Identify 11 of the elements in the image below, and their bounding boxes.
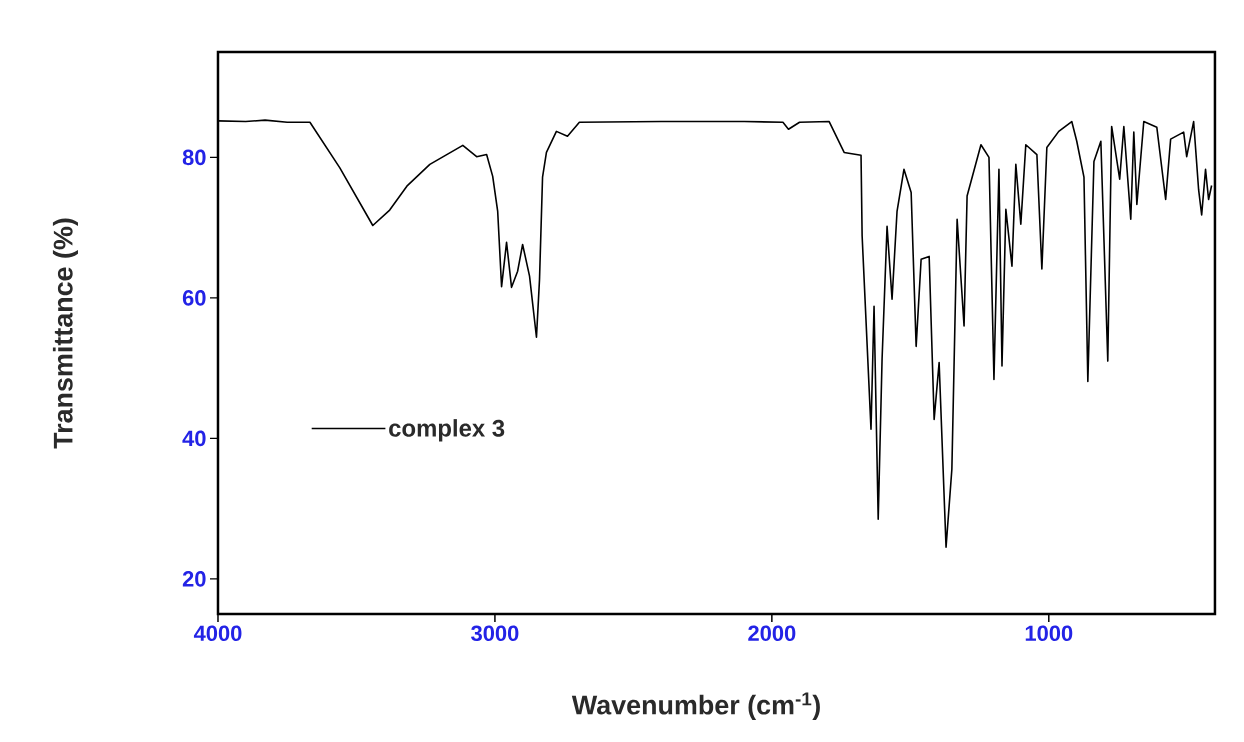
x-tick-label: 3000	[471, 625, 519, 642]
x-tick-label: 1000	[1025, 625, 1073, 642]
legend-label: complex 3	[389, 419, 505, 442]
y-tick-label: 80	[182, 149, 206, 166]
x-tick-label: 4000	[193, 625, 242, 642]
x-tick-label: 2000	[748, 625, 796, 642]
y-tick-label: 20	[182, 571, 206, 587]
y-tick-label: 40	[182, 430, 206, 447]
y-axis-title: Transmittance (%)	[52, 218, 78, 449]
x-axis-title: Wavenumber (cm$^{-1}$)	[571, 692, 820, 720]
y-tick-label: 60	[182, 290, 206, 306]
